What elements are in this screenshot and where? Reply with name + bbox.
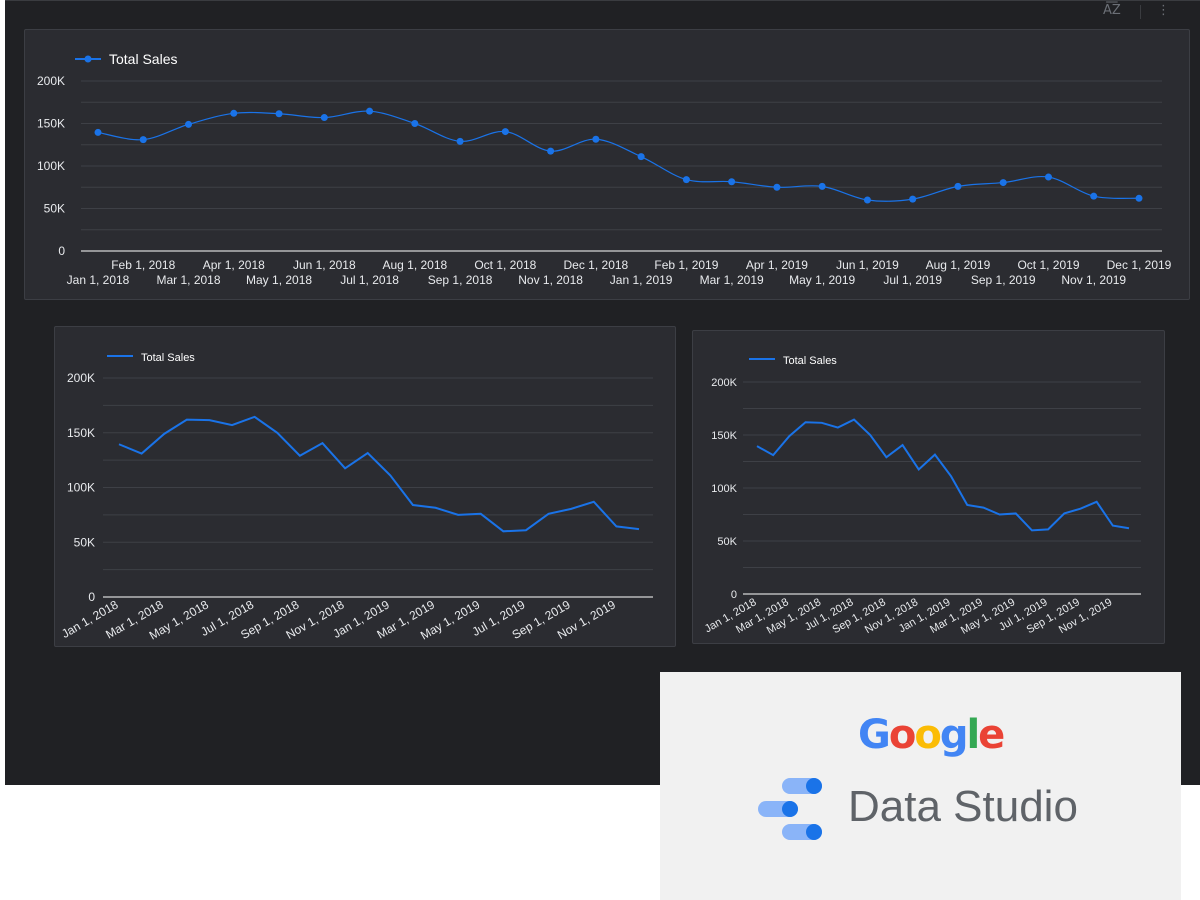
- data-point: [275, 110, 283, 118]
- data-point: [592, 135, 600, 143]
- y-tick-label: 150K: [37, 117, 65, 131]
- x-tick-label: Dec 1, 2018: [564, 258, 629, 272]
- y-tick-label: 100K: [37, 159, 65, 173]
- y-tick-label: 50K: [74, 535, 95, 549]
- data-point: [320, 114, 328, 122]
- legend-marker-icon: [84, 55, 92, 63]
- google-letter: e: [978, 712, 1005, 758]
- x-tick-label: Oct 1, 2018: [474, 258, 536, 272]
- x-tick-label: May 1, 2019: [789, 273, 855, 287]
- x-tick-label: Jul 1, 2019: [883, 273, 942, 287]
- y-tick-label: 100K: [67, 481, 95, 495]
- x-tick-label: Sep 1, 2018: [428, 273, 493, 287]
- google-letter: o: [888, 712, 917, 758]
- y-tick-label: 150K: [711, 430, 737, 442]
- x-tick-label: Jul 1, 2018: [340, 273, 399, 287]
- x-tick-label: Nov 1, 2019: [1061, 273, 1126, 287]
- x-tick-label: Apr 1, 2018: [203, 258, 265, 272]
- y-tick-label: 50K: [717, 536, 737, 548]
- chart-card-left[interactable]: 0 50K 100K 150K 200K Total Sales Jan 1, 2018 Ma…: [54, 326, 676, 647]
- data-point: [818, 182, 826, 190]
- data-point: [366, 107, 374, 115]
- data-point: [139, 136, 147, 144]
- series-line-total-sales: [118, 415, 640, 533]
- y-tick-label: 200K: [67, 371, 95, 385]
- google-logo: Google: [858, 712, 1005, 758]
- data-point: [682, 176, 690, 184]
- toolbar-divider: [1140, 5, 1141, 19]
- series-line-total-sales: [97, 110, 1140, 202]
- x-tick-label: Nov 1, 2018: [518, 273, 583, 287]
- x-tick-label: Jun 1, 2019: [836, 258, 899, 272]
- x-tick-label: Aug 1, 2019: [926, 258, 991, 272]
- data-studio-logo-icon: [758, 778, 822, 840]
- google-letter: g: [939, 712, 969, 758]
- chart-card-right[interactable]: 0 50K 100K 150K 200K Total Sales Jan 1, 2018 Ma…: [692, 330, 1165, 644]
- y-tick-label: 0: [88, 590, 95, 604]
- y-tick-label: 0: [58, 244, 65, 258]
- data-point: [501, 128, 509, 136]
- sort-az-icon[interactable]: A͞Z: [1103, 3, 1121, 18]
- x-tick-label: Mar 1, 2019: [700, 273, 764, 287]
- google-letter: o: [914, 712, 942, 758]
- data-point: [411, 120, 419, 127]
- y-tick-label: 150K: [67, 426, 95, 440]
- x-tick-label: Apr 1, 2019: [746, 258, 808, 272]
- data-point: [954, 182, 962, 190]
- data-point: [728, 178, 736, 186]
- data-point: [637, 153, 645, 161]
- data-point: [1135, 194, 1143, 202]
- data-studio-logo-panel: Google Data Studio: [660, 672, 1181, 900]
- x-tick-label: Jan 1, 2018: [67, 273, 130, 287]
- legend-label: Total Sales: [783, 355, 837, 367]
- y-tick-label: 200K: [711, 377, 737, 389]
- x-tick-label: Oct 1, 2019: [1017, 258, 1079, 272]
- y-tick-label: 50K: [44, 202, 65, 216]
- more-options-icon[interactable]: ⋮: [1157, 3, 1170, 18]
- report-canvas: A͞Z ⋮ 0 50K 100K 150K 200K Total Sales Jan 1, …: [5, 0, 1200, 785]
- data-point: [547, 147, 555, 155]
- legend-label: Total Sales: [141, 352, 195, 364]
- data-point: [1090, 192, 1098, 200]
- data-point: [230, 109, 238, 117]
- x-tick-label: Aug 1, 2018: [382, 258, 447, 272]
- x-tick-label: Feb 1, 2019: [654, 258, 718, 272]
- data-point: [185, 120, 193, 128]
- x-tick-label: Mar 1, 2018: [156, 273, 220, 287]
- y-tick-label: 100K: [711, 483, 737, 495]
- data-point: [909, 195, 917, 203]
- y-tick-label: 0: [731, 589, 737, 601]
- data-studio-wordmark: Data Studio: [848, 782, 1078, 831]
- data-point: [773, 183, 781, 191]
- y-tick-label: 200K: [37, 74, 65, 88]
- x-tick-label: Jan 1, 2019: [610, 273, 673, 287]
- x-tick-label: Sep 1, 2019: [971, 273, 1036, 287]
- data-point: [94, 128, 102, 136]
- data-point: [863, 196, 871, 204]
- google-letter: l: [966, 712, 980, 758]
- legend-label: Total Sales: [109, 51, 177, 67]
- data-point: [999, 179, 1007, 187]
- chart-card-main[interactable]: 0 50K 100K 150K 200K Total Sales Jan 1, 2018 Fe…: [24, 29, 1190, 300]
- data-point: [456, 137, 464, 145]
- x-tick-label: Jun 1, 2018: [293, 258, 356, 272]
- series-line-total-sales: [756, 418, 1130, 532]
- google-letter: G: [858, 712, 891, 758]
- x-tick-label: May 1, 2018: [246, 273, 312, 287]
- x-tick-label: Dec 1, 2019: [1107, 258, 1172, 272]
- x-tick-label: Feb 1, 2018: [111, 258, 175, 272]
- data-point: [1044, 173, 1052, 181]
